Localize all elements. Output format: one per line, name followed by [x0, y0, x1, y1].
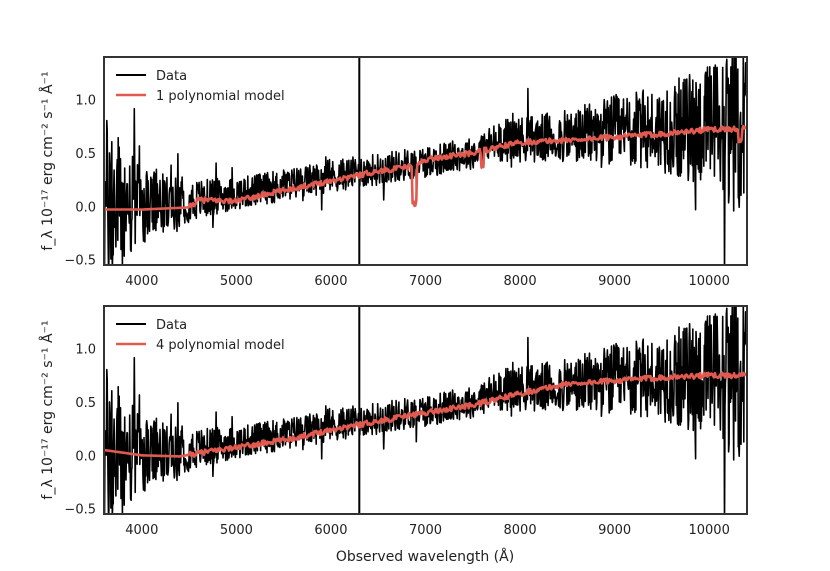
- legend: Data 1 polynomial model: [116, 69, 285, 104]
- y-tick-label: 0.0: [75, 449, 96, 464]
- x-tick-label: 5000: [220, 274, 253, 289]
- model-series-line: [104, 371, 747, 458]
- y-tick-label: −0.5: [64, 254, 96, 269]
- x-axis-label: Observed wavelength (Å): [336, 548, 514, 565]
- x-tick-label: 10000: [688, 523, 729, 538]
- plot-area: [104, 306, 747, 514]
- legend-label: 4 polynomial model: [156, 338, 285, 353]
- y-tick-label: 0.5: [75, 147, 96, 162]
- x-tick-label: 5000: [220, 523, 253, 538]
- legend-label: Data: [156, 69, 187, 84]
- x-tick-label: 4000: [125, 274, 158, 289]
- model-series-line: [104, 124, 747, 211]
- plot-area: [104, 57, 747, 265]
- x-tick-label: 9000: [598, 274, 631, 289]
- y-tick-label: 1.0: [75, 343, 96, 358]
- x-tick-label: 6000: [314, 523, 347, 538]
- y-tick-label: 0.5: [75, 396, 96, 411]
- x-tick-label: 6000: [314, 274, 347, 289]
- y-tick-label: −0.5: [64, 503, 96, 518]
- plot-frame: [103, 305, 748, 515]
- y-tick-label: 0.0: [75, 200, 96, 215]
- x-tick-label: 7000: [409, 274, 442, 289]
- legend: Data 4 polynomial model: [116, 318, 285, 353]
- top-panel: 4000 5000 6000 7000 8000 9000 10000 −0.5 0.0 0.5 1…: [64, 56, 748, 289]
- x-tick-label: 4000: [125, 523, 158, 538]
- bottom-y-axis-label: f_λ 10⁻¹⁷ erg cm⁻² s⁻¹ Å⁻¹: [39, 320, 56, 499]
- bottom-panel: 4000 5000 6000 7000 8000 9000 10000 −0.5 0.0 0.5 1…: [64, 305, 748, 538]
- x-tick-label: 8000: [504, 274, 537, 289]
- x-tick-label: 7000: [409, 523, 442, 538]
- plot-frame: [103, 56, 748, 266]
- x-tick-label: 9000: [598, 523, 631, 538]
- x-tick-label: 8000: [504, 523, 537, 538]
- top-y-axis-label: f_λ 10⁻¹⁷ erg cm⁻² s⁻¹ Å⁻¹: [39, 71, 56, 250]
- data-series-line: [104, 306, 747, 514]
- data-series-line: [104, 57, 747, 265]
- legend-label: 1 polynomial model: [156, 89, 285, 104]
- y-tick-label: 1.0: [75, 94, 96, 109]
- x-tick-label: 10000: [688, 274, 729, 289]
- legend-label: Data: [156, 318, 187, 333]
